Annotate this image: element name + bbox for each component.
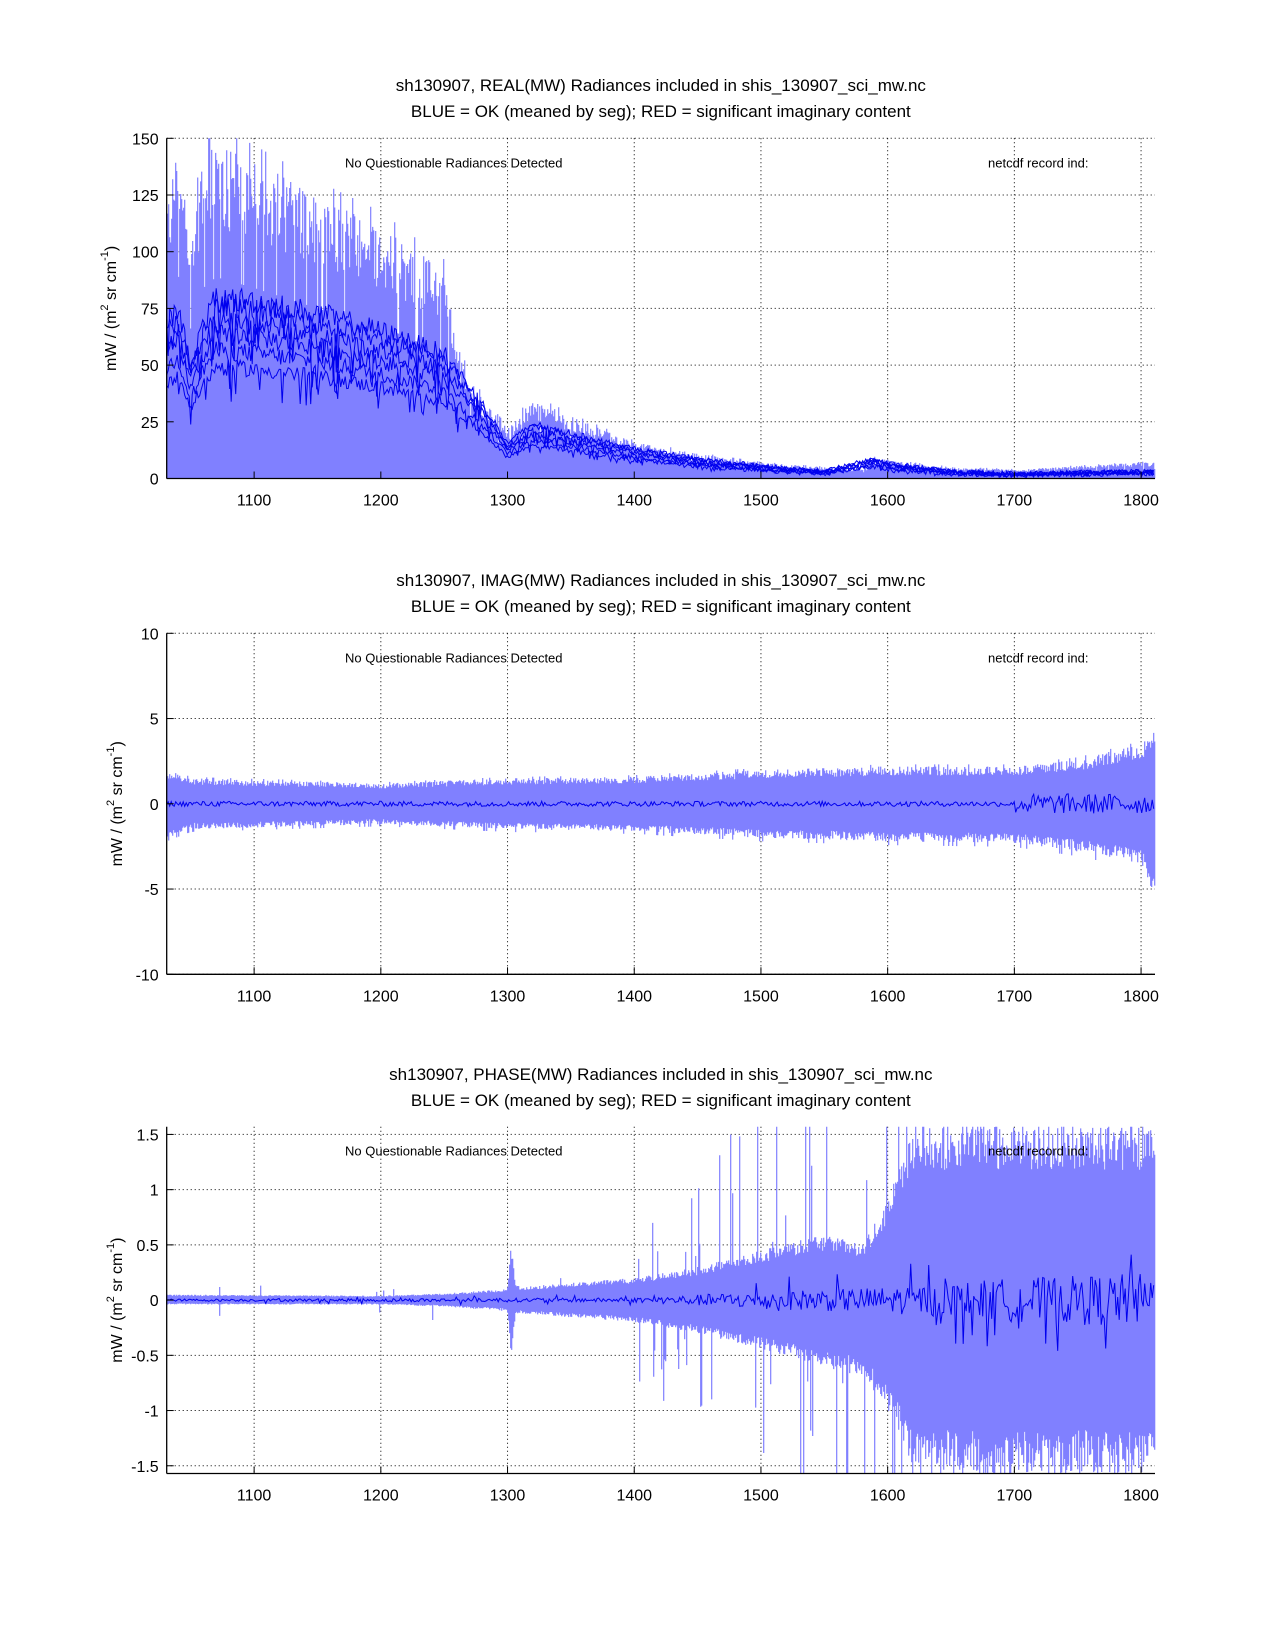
- mean-series-line: [166, 312, 1155, 477]
- y-tick-label: 1.5: [136, 1127, 158, 1144]
- x-tick-label: 1200: [363, 493, 399, 510]
- mean-series-line: [166, 358, 1155, 479]
- chart-panel-1: sh130907, REAL(MW) Radiances included in…: [99, 76, 1159, 510]
- y-tick-label: -5: [144, 882, 158, 899]
- x-tick-label: 1300: [490, 1488, 526, 1505]
- x-tick-label: 1800: [1123, 1488, 1159, 1505]
- x-tick-label: 1200: [363, 988, 399, 1005]
- x-tick-label: 1500: [743, 1488, 779, 1505]
- status-annotation: No Questionable Radiances Detected: [345, 650, 563, 665]
- y-tick-label: 5: [150, 712, 159, 729]
- x-tick-label: 1100: [237, 988, 272, 1005]
- y-tick-label: 0: [150, 472, 159, 489]
- mean-series-line: [166, 1254, 1155, 1351]
- record-index-annotation: netcdf record ind:: [988, 155, 1088, 170]
- y-tick-label: -10: [136, 967, 159, 984]
- y-tick-label: 0.5: [136, 1238, 158, 1255]
- x-tick-label: 1200: [363, 1488, 399, 1505]
- y-tick-label: 0: [150, 1293, 159, 1310]
- x-tick-label: 1500: [743, 988, 779, 1005]
- y-tick-label: -1.5: [131, 1459, 159, 1476]
- status-annotation: No Questionable Radiances Detected: [345, 155, 563, 170]
- y-tick-label: 0: [150, 797, 159, 814]
- mean-series-line: [166, 298, 1155, 477]
- chart-title: sh130907, REAL(MW) Radiances included in…: [396, 76, 927, 95]
- status-annotation: No Questionable Radiances Detected: [345, 1144, 563, 1159]
- x-tick-label: 1800: [1123, 988, 1159, 1005]
- x-tick-label: 1300: [490, 493, 526, 510]
- y-axis-label: mW / (m2 sr cm-1): [105, 741, 126, 866]
- x-tick-label: 1300: [490, 988, 526, 1005]
- chart-subtitle: BLUE = OK (meaned by seg); RED = signifi…: [411, 102, 911, 121]
- x-tick-label: 1600: [870, 988, 906, 1005]
- y-tick-label: 125: [132, 188, 159, 205]
- y-tick-label: 10: [141, 626, 159, 643]
- chart-subtitle: BLUE = OK (meaned by seg); RED = signifi…: [411, 1091, 911, 1110]
- mean-series-line: [166, 792, 1155, 814]
- chart-panel-2: sh130907, IMAG(MW) Radiances included in…: [105, 571, 1159, 1005]
- record-index-annotation: netcdf record ind:: [988, 650, 1088, 665]
- chart-title: sh130907, IMAG(MW) Radiances included in…: [396, 571, 926, 590]
- y-tick-label: -0.5: [131, 1348, 159, 1365]
- x-tick-label: 1600: [870, 493, 906, 510]
- chart-subtitle: BLUE = OK (meaned by seg); RED = signifi…: [411, 597, 911, 616]
- chart-panel-3: sh130907, PHASE(MW) Radiances included i…: [105, 1065, 1159, 1505]
- x-tick-label: 1400: [616, 493, 652, 510]
- x-tick-label: 1100: [237, 493, 272, 510]
- x-tick-label: 1700: [997, 1488, 1033, 1505]
- x-tick-label: 1400: [616, 988, 652, 1005]
- y-tick-label: -1: [144, 1404, 158, 1421]
- x-tick-label: 1700: [997, 493, 1033, 510]
- y-tick-label: 100: [132, 245, 159, 262]
- mean-series-line: [166, 287, 1155, 478]
- y-tick-label: 150: [132, 131, 159, 148]
- x-tick-label: 1500: [743, 493, 779, 510]
- y-axis-label: mW / (m2 sr cm-1): [105, 1237, 126, 1362]
- y-tick-label: 25: [141, 415, 159, 432]
- x-tick-label: 1600: [870, 1488, 906, 1505]
- chart-title: sh130907, PHASE(MW) Radiances included i…: [389, 1065, 933, 1084]
- y-axis-label: mW / (m2 sr cm-1): [99, 246, 120, 371]
- y-tick-label: 1: [150, 1183, 159, 1200]
- x-tick-label: 1400: [616, 1488, 652, 1505]
- x-tick-label: 1700: [997, 988, 1033, 1005]
- x-tick-label: 1800: [1123, 493, 1159, 510]
- y-tick-label: 50: [141, 358, 159, 375]
- y-tick-label: 75: [141, 301, 159, 318]
- record-index-annotation: netcdf record ind:: [988, 1144, 1088, 1159]
- x-tick-label: 1100: [237, 1488, 272, 1505]
